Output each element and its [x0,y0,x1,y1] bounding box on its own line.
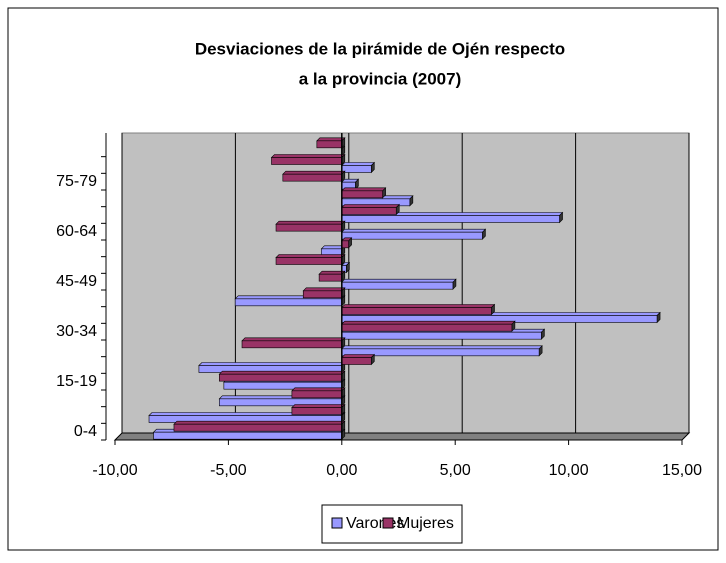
bar [302,287,346,299]
y-tick-label: 0-4 [74,423,97,440]
bar [341,278,457,290]
bar [316,137,346,149]
chart-title: Desviaciones de la pirámide de Ojén resp… [195,39,565,58]
bar [241,337,346,349]
legend-swatch [331,517,343,529]
x-tick-label: -10,00 [92,462,137,479]
bar [341,261,351,274]
bar [275,220,346,232]
bar [341,187,387,199]
bar [341,353,376,366]
x-tick-label: 5,00 [440,462,471,479]
bar [275,253,346,266]
bar [291,387,346,399]
chart-title: a la provincia (2007) [299,69,462,88]
legend-swatch [382,517,394,529]
bar [270,153,346,166]
bar [341,161,376,174]
x-tick-label: 0,00 [326,462,357,479]
x-tick-label: -5,00 [210,462,247,479]
legend-label: Mujeres [397,515,454,532]
bar [341,320,516,332]
bar [282,170,346,182]
bar [341,237,353,249]
x-tick-label: 10,00 [549,462,589,479]
y-tick-label: 15-19 [56,373,97,390]
y-tick-label: 75-79 [56,173,97,190]
y-tick-label: 30-34 [56,323,97,340]
bar [341,228,487,240]
bar [173,420,346,432]
bar [218,370,346,382]
bar [341,303,496,316]
bar [341,203,400,216]
bar [341,345,543,357]
legend-label: Varones [346,515,404,532]
x-tick-label: 15,00 [662,462,702,479]
y-tick-label: 45-49 [56,273,97,290]
bar [291,403,346,416]
y-tick-label: 60-64 [56,223,97,240]
bar [341,178,360,190]
bar [318,270,346,282]
